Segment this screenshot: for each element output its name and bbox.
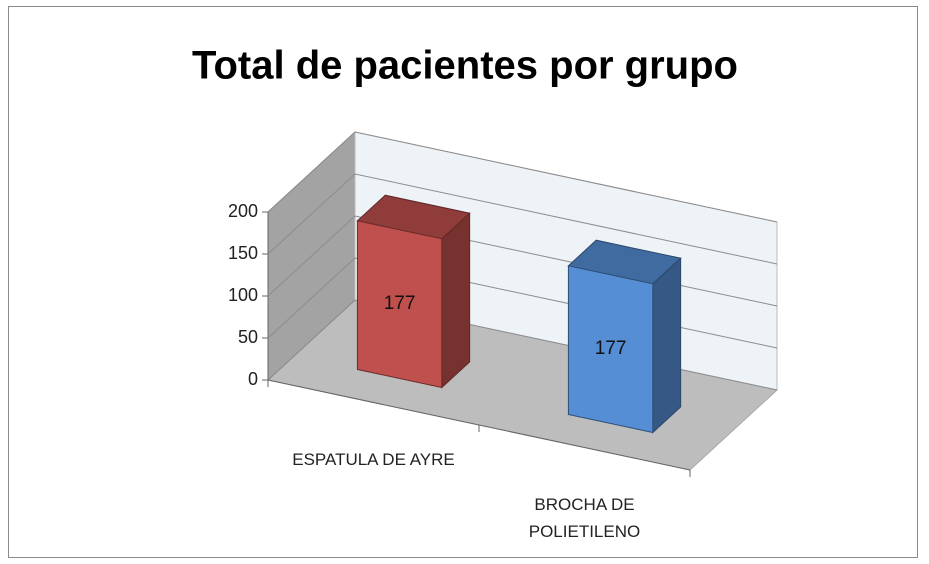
bar [356, 220, 443, 389]
data-label: 177 [595, 338, 627, 359]
bar [567, 265, 654, 434]
y-tick-label: 50 [238, 327, 258, 347]
y-tick-label: 0 [248, 369, 258, 389]
grid-line [267, 173, 778, 265]
x-tick-label: BROCHA DE POLIETILENO [528, 494, 641, 541]
data-label: 177 [384, 293, 416, 314]
y-tick-label: 150 [228, 243, 258, 263]
chart-frame [8, 6, 918, 558]
bar-side [652, 257, 682, 434]
y-tick-label: 200 [228, 201, 258, 221]
y-tick-label: 100 [228, 285, 258, 305]
grid-line [267, 131, 778, 223]
chart-title: Total de pacientes por grupo [192, 44, 738, 88]
bar-side [441, 212, 471, 389]
x-tick-label: ESPATULA DE AYRE [292, 449, 455, 469]
